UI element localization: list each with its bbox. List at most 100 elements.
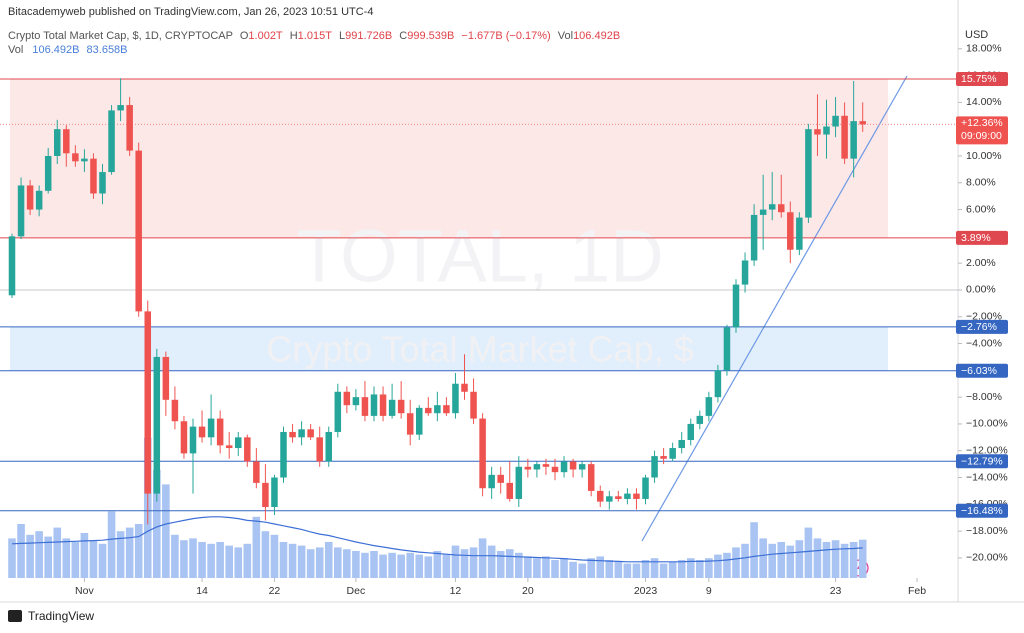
- y-tick-label: 6.00%: [966, 203, 996, 215]
- volume-bar: [460, 549, 469, 578]
- publisher-text: Bitacademyweb published on TradingView.c…: [8, 6, 374, 18]
- candle-body: [135, 150, 142, 312]
- last-label: +12.36%: [961, 117, 1003, 129]
- volume-bar: [379, 554, 387, 578]
- candle-body: [768, 204, 776, 210]
- volume-bar: [216, 542, 224, 578]
- candle-body: [90, 158, 97, 194]
- candle-body: [705, 397, 713, 416]
- candle-body: [841, 115, 848, 159]
- candle-body: [262, 482, 269, 507]
- publisher: Bitacademyweb published on TradingView.c…: [8, 6, 377, 18]
- candle-body: [370, 394, 378, 416]
- candle-body: [850, 121, 857, 159]
- volume-bar: [696, 560, 704, 578]
- candle-body: [624, 493, 631, 499]
- volume-bar: [98, 543, 107, 578]
- volume-bar: [225, 545, 234, 578]
- volume-bar: [315, 547, 324, 578]
- candle-body: [796, 217, 803, 250]
- candle-body: [144, 311, 152, 494]
- level-label-bg: [956, 230, 1008, 245]
- volume-bar: [605, 560, 614, 578]
- volume-bar: [71, 542, 80, 578]
- level-label: −6.03%: [961, 365, 997, 377]
- candle-body: [126, 105, 133, 151]
- candle-body: [506, 482, 514, 499]
- candle-body: [307, 429, 314, 438]
- candle-body: [207, 418, 215, 438]
- volume-bar: [80, 533, 89, 578]
- ohlc-value: 999.539B: [407, 30, 455, 42]
- vol-value: 106.492B: [573, 30, 621, 42]
- candle-body: [189, 426, 197, 454]
- candle-body: [352, 397, 360, 406]
- volume-bar: [686, 558, 695, 578]
- candle-body: [533, 464, 541, 470]
- ohlc-value: 1.002T: [248, 30, 283, 42]
- volume-bar: [424, 556, 433, 578]
- y-tick-label: −14.00%: [966, 471, 1008, 483]
- volume-bar: [306, 549, 315, 578]
- volume-bar: [8, 538, 16, 578]
- candle-body: [425, 407, 432, 414]
- volume-bar: [334, 547, 342, 578]
- volume-bar: [17, 524, 25, 578]
- y-tick-label: −4.00%: [966, 337, 1002, 349]
- legend: Crypto Total Market Cap, $, 1D, CRYPTOCA…: [8, 30, 624, 42]
- level-label-bg: [956, 363, 1008, 378]
- candle-body: [334, 391, 342, 432]
- candle-body: [81, 158, 88, 162]
- candle-body: [732, 284, 740, 328]
- volume-bar: [234, 547, 243, 578]
- volume-bar: [750, 522, 758, 578]
- x-tick-label: 9: [706, 585, 712, 597]
- ohlc-key: O: [239, 30, 249, 42]
- candle-body: [406, 413, 414, 435]
- candle-body: [443, 405, 450, 414]
- volume-bar: [831, 540, 840, 578]
- volume-bar: [297, 545, 306, 578]
- volume-bar: [324, 542, 333, 578]
- volume-bar: [759, 538, 767, 578]
- candle-body: [832, 115, 839, 127]
- candle-body: [117, 105, 124, 111]
- level-label-bg: [956, 71, 1008, 86]
- volume-bar: [469, 547, 478, 578]
- candle-body: [660, 456, 667, 459]
- y-tick-label: 2.00%: [966, 257, 996, 269]
- volume-bar: [134, 524, 143, 578]
- volume-bar: [641, 560, 650, 578]
- volume-bar: [433, 551, 442, 578]
- candle-body: [479, 418, 486, 489]
- candle-body: [280, 431, 287, 478]
- y-tick-label: 14.00%: [966, 96, 1002, 108]
- candle-body: [8, 236, 16, 296]
- x-tick-label: 23: [830, 585, 842, 597]
- candle-body: [289, 431, 296, 438]
- candle-body: [452, 383, 459, 414]
- volume-bar: [478, 538, 487, 578]
- volume-bar: [741, 543, 749, 578]
- trend-line: [641, 75, 908, 542]
- volume-bar: [524, 556, 532, 578]
- candle-body: [759, 209, 767, 215]
- ohlc-key: C: [399, 30, 408, 42]
- volume-bar: [551, 560, 559, 578]
- volume-bar: [451, 545, 460, 578]
- candle-body: [524, 466, 532, 470]
- volume-bar: [813, 538, 822, 578]
- volume-bar: [152, 470, 161, 578]
- y-tick-label: −10.00%: [966, 418, 1008, 430]
- volume-bar: [388, 552, 396, 578]
- candle-body: [434, 405, 441, 414]
- ohlc-value: 1.015T: [297, 30, 332, 42]
- candle-body: [587, 464, 595, 491]
- volume-bar: [35, 531, 43, 578]
- y-tick-label: 8.00%: [966, 177, 996, 189]
- volume-bar: [397, 554, 405, 578]
- candle-body: [777, 204, 785, 213]
- level-label-bg: [956, 319, 1008, 334]
- candle-body: [162, 356, 170, 400]
- volume-bar: [768, 543, 777, 578]
